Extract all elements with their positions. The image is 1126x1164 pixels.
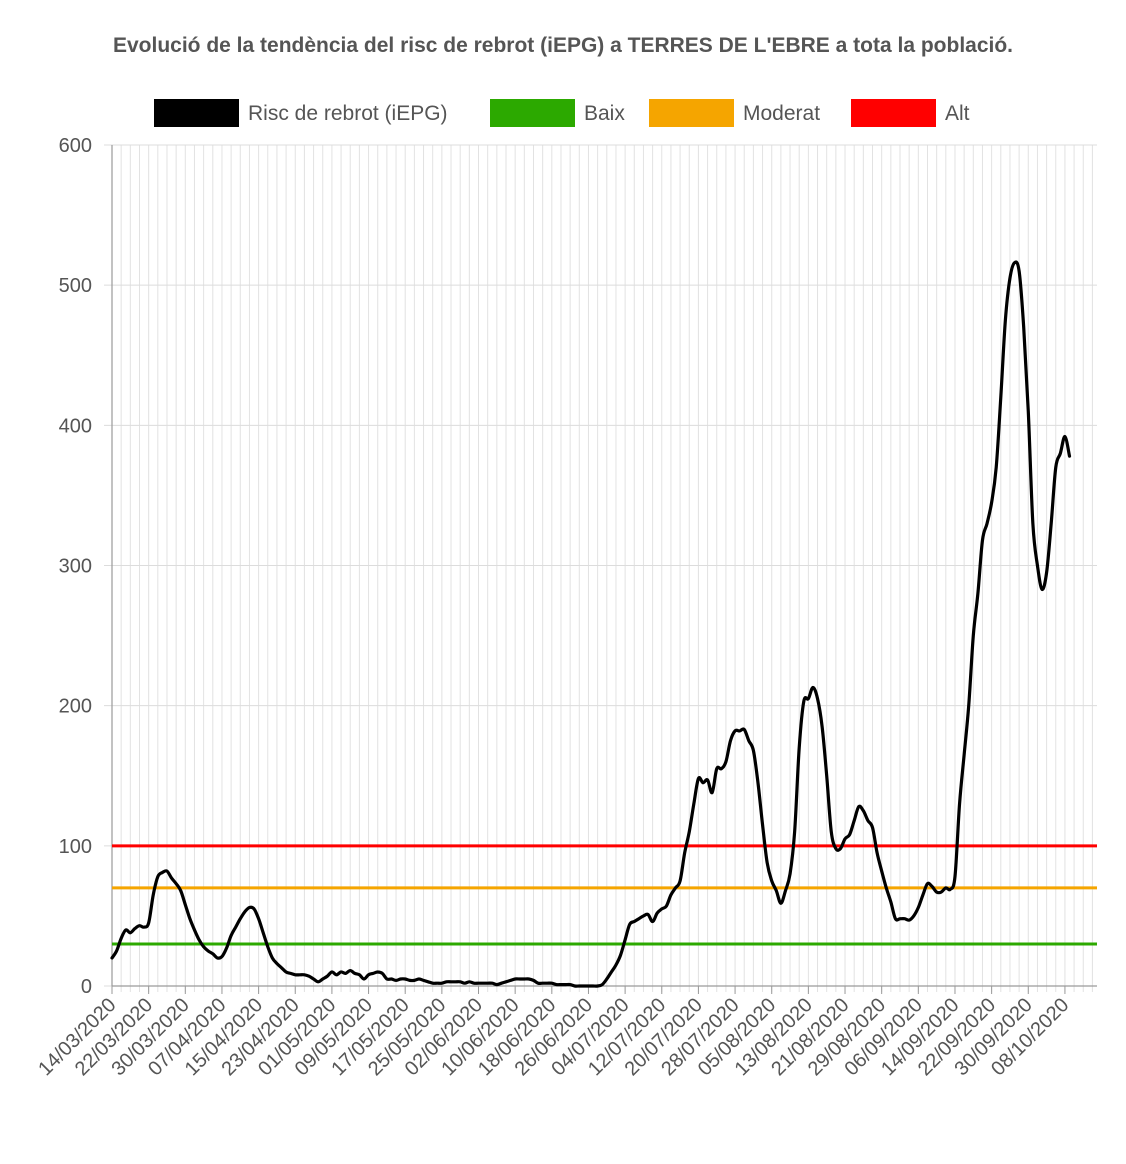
y-tick-label: 600 xyxy=(59,135,92,157)
y-tick-label: 400 xyxy=(59,415,92,437)
y-tick-label: 100 xyxy=(59,836,92,858)
legend-swatch-2[interactable] xyxy=(649,99,734,127)
y-tick-label: 300 xyxy=(59,556,92,578)
legend-label-2[interactable]: Moderat xyxy=(743,102,820,125)
legend-swatch-0[interactable] xyxy=(154,99,239,127)
y-tick-label: 500 xyxy=(59,275,92,297)
chart-title: Evolució de la tendència del risc de reb… xyxy=(112,34,1014,57)
legend-label-0[interactable]: Risc de rebrot (iEPG) xyxy=(248,102,448,125)
legend-swatch-1[interactable] xyxy=(490,99,575,127)
series-line-iepg xyxy=(110,260,1072,988)
y-tick-label: 0 xyxy=(81,976,92,998)
legend-label-1[interactable]: Baix xyxy=(584,102,625,125)
legend-label-3[interactable]: Alt xyxy=(945,102,970,125)
legend-swatch-3[interactable] xyxy=(851,99,936,127)
y-tick-label: 200 xyxy=(59,696,92,718)
